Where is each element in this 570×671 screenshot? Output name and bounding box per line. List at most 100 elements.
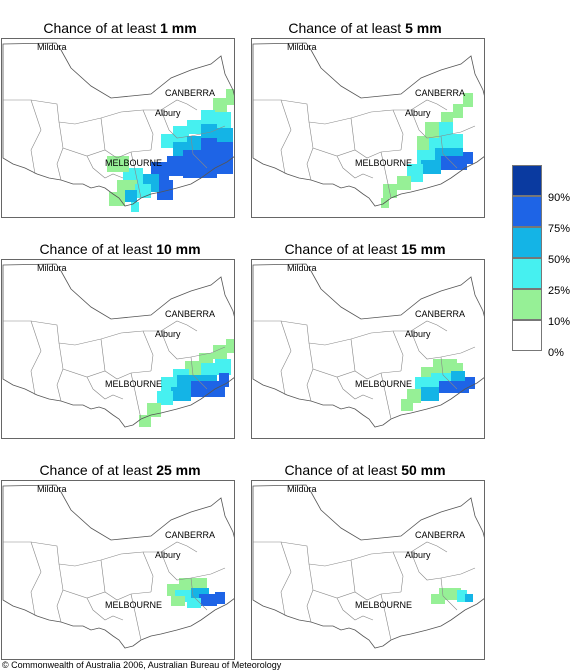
probability-cell [421,160,441,174]
title-prefix: Chance of at least [39,241,157,257]
probability-cell [157,180,173,200]
copyright-notice: © Commonwealth of Australia 2006, Austra… [2,660,282,670]
map-frame [251,259,485,439]
probability-cell [179,578,207,590]
state-outline: Mildura CANBERRA Albury MELBOURNE [251,480,485,660]
title-value: 15 mm [401,241,446,257]
map-frame [1,38,235,218]
district-boundary [336,155,374,179]
probability-cell [463,152,473,164]
probability-cell [219,373,229,387]
state-outline: Mildura CANBERRA Albury MELBOURNE [1,480,235,660]
probability-cell [201,363,217,377]
place-label-melbourne: MELBOURNE [355,379,412,389]
state-outline: Mildura CANBERRA Albury MELBOURNE [1,38,235,218]
district-boundary [190,356,208,390]
probability-cell [465,377,475,389]
district-boundary [350,338,356,372]
district-boundary [30,99,42,175]
district-boundary [86,155,124,179]
district-boundary [392,109,404,151]
place-label-albury: Albury [155,329,181,339]
district-boundary [253,320,372,346]
probability-cell [226,89,235,105]
district-boundary [142,551,154,593]
map-1mm: Mildura CANBERRA Albury MELBOURNE [1,38,235,218]
probability-cell [171,387,191,401]
legend-swatch-50 [512,227,542,258]
probability-cell [453,104,463,118]
district-boundary [160,330,226,360]
probability-cell [157,391,173,405]
legend-label-25: 25% [548,285,570,297]
district-boundary [130,372,142,420]
district-boundary [336,376,374,400]
district-boundary [100,559,106,593]
legend-label-0: 0% [548,347,564,359]
legend-label-10: 10% [548,316,570,328]
probability-cell [187,136,203,150]
district-boundary [380,593,392,641]
probability-cell [457,590,467,602]
panel-title-25mm: Chance of at least 25 mm [0,462,240,478]
map-15mm: Mildura CANBERRA Albury MELBOURNE [251,259,485,439]
state-outline: Mildura CANBERRA Albury MELBOURNE [1,259,235,439]
district-boundary [130,593,142,641]
district-boundary [440,356,458,390]
district-boundary [160,551,226,581]
victoria-border [2,263,235,428]
place-label-melbourne: MELBOURNE [355,600,412,610]
probability-cell [421,387,439,401]
state-outline: Mildura CANBERRA Albury MELBOURNE [251,38,485,218]
place-label-canberra: CANBERRA [165,88,215,98]
place-label-mildura: Mildura [287,42,317,52]
district-boundary [190,577,208,611]
probability-cell [201,124,217,140]
probability-cell [226,339,235,353]
district-boundary [142,109,154,151]
panel-title-10mm: Chance of at least 10 mm [0,241,240,257]
legend-swatch-75 [512,196,542,227]
district-boundary [370,541,448,555]
district-boundary [336,597,374,621]
legend-swatch-10 [512,289,542,320]
district-boundary [392,551,404,593]
district-boundary [86,597,124,621]
probability-cell [439,381,469,393]
probability-cell [183,150,203,178]
district-boundary [86,376,124,400]
district-boundary [440,135,458,169]
district-boundary [380,151,392,199]
probability-cell [147,403,161,417]
probability-cell [441,156,467,170]
probability-cell [425,122,441,138]
title-value: 5 mm [405,20,442,36]
map-5mm: Mildura CANBERRA Albury MELBOURNE [251,38,485,218]
victoria-border [252,484,485,649]
district-boundary [350,117,356,151]
title-value: 1 mm [160,20,197,36]
probability-cell [465,594,473,602]
panel-title-50mm: Chance of at least 50 mm [245,462,485,478]
probability-cell [463,93,473,107]
probability-cell [215,112,231,128]
district-boundary [58,342,152,380]
district-boundary [253,541,372,567]
district-boundary [350,559,356,593]
place-label-mildura: Mildura [37,484,67,494]
legend-swatch-25 [512,258,542,289]
probability-cell [167,156,185,176]
district-boundary [306,589,314,623]
probability-cell [187,120,203,134]
district-boundary [306,147,314,181]
district-boundary [100,338,106,372]
victoria-border [2,484,235,649]
place-label-melbourne: MELBOURNE [105,158,162,168]
place-label-melbourne: MELBOURNE [355,158,412,168]
district-boundary [30,541,42,617]
probability-cell [215,592,225,604]
district-boundary [142,330,154,372]
probability-cell [215,359,231,375]
panel-title-1mm: Chance of at least 1 mm [0,20,240,36]
district-boundary [410,109,476,139]
